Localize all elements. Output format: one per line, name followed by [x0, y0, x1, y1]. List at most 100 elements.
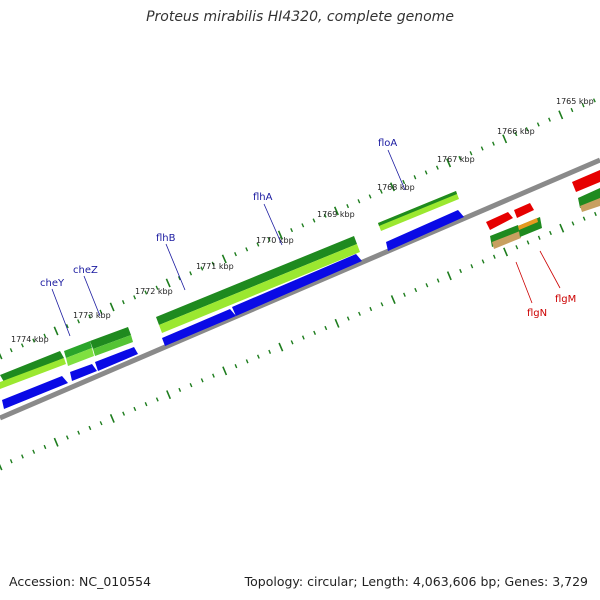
- tick-mark: [380, 302, 384, 307]
- feature-red-2: [514, 203, 534, 218]
- tick-mark: [570, 107, 574, 113]
- tick-mark: [425, 283, 429, 288]
- gene-labels: floA flhA flhB cheZ cheY flgN flgM: [40, 138, 576, 319]
- tick-mark: [369, 306, 373, 312]
- feature-green-1: [0, 351, 64, 382]
- tick-mark: [212, 373, 215, 378]
- tick-mark: [414, 287, 418, 293]
- tick-mark: [379, 189, 383, 194]
- tick-mark: [256, 354, 260, 359]
- feature-red-1: [486, 212, 513, 230]
- tick-mark: [492, 141, 495, 146]
- tick-mark: [133, 406, 137, 412]
- tick-mark: [99, 309, 103, 314]
- feature-flgM-band-orange: [518, 218, 538, 230]
- tick-mark: [144, 290, 148, 295]
- gene-label-flgN: flgN: [527, 308, 547, 319]
- tick-mark: [290, 340, 294, 345]
- tick-mark: [245, 247, 249, 252]
- tick-mark: [0, 464, 3, 471]
- genome-backbone: [0, 157, 600, 421]
- tick-mark: [211, 261, 215, 266]
- tick-mark: [267, 237, 271, 242]
- tick-mark: [165, 278, 171, 288]
- leader-cheZ: [83, 275, 101, 317]
- tick-mark: [88, 314, 92, 319]
- tick-mark: [166, 390, 172, 400]
- tick-mark: [581, 103, 585, 108]
- tick-label-1769: 1769 kbp: [317, 210, 355, 219]
- tick-mark: [43, 444, 47, 450]
- tick-mark: [480, 146, 484, 151]
- tick-mark: [333, 206, 339, 216]
- tick-mark: [189, 383, 193, 388]
- tick-label-1771: 1771 kbp: [196, 262, 234, 271]
- feature-green-3: [90, 327, 131, 349]
- tick-mark: [436, 278, 440, 283]
- outer-green-features: [0, 191, 459, 389]
- tick-mark: [177, 276, 181, 281]
- tick-label-1766: 1766 kbp: [497, 127, 535, 136]
- feature-right-tan: [580, 198, 600, 212]
- tick-mark: [323, 213, 327, 218]
- feature-green-4-light: [159, 244, 360, 333]
- tick-mark: [502, 134, 508, 144]
- tick-mark: [390, 295, 396, 305]
- tick-mark: [65, 324, 69, 329]
- tick-label-1770: 1770 kbp: [256, 236, 294, 245]
- tick-mark: [256, 242, 260, 247]
- tick-mark: [492, 254, 496, 259]
- gene-leader-lines: [51, 149, 561, 337]
- tick-mark: [278, 342, 284, 352]
- tick-mark: [32, 449, 36, 454]
- tick-mark: [592, 98, 596, 103]
- feature-green-1-light: [0, 358, 66, 389]
- tick-mark: [582, 216, 586, 221]
- tick-mark: [403, 292, 406, 297]
- tick-mark: [334, 318, 340, 328]
- gene-label-cheZ: cheZ: [73, 265, 98, 276]
- tick-mark: [301, 223, 305, 228]
- gene-label-floA: floA: [378, 138, 397, 149]
- tick-mark: [458, 155, 462, 161]
- tick-mark: [324, 325, 328, 331]
- feature-blue-3: [95, 347, 138, 371]
- tick-mark: [525, 127, 529, 132]
- tick-mark: [88, 425, 92, 431]
- tick-mark: [245, 359, 249, 364]
- tick-label-1774: 1774 kbp: [11, 335, 49, 344]
- feature-green-3-light: [93, 335, 133, 356]
- tick-mark: [109, 413, 115, 423]
- tick-mark: [503, 247, 509, 257]
- feature-blue-1: [2, 376, 68, 409]
- leader-flhA: [263, 203, 283, 246]
- tick-mark: [594, 211, 597, 217]
- accession-text: Accession: NC_010554: [9, 574, 152, 589]
- tick-mark: [346, 204, 350, 209]
- tick-mark: [571, 221, 575, 226]
- tick-mark: [200, 378, 204, 383]
- tick-mark: [77, 430, 81, 435]
- tick-mark: [144, 402, 148, 407]
- tick-mark: [537, 235, 541, 240]
- tick-mark: [526, 240, 530, 245]
- tick-mark: [402, 179, 406, 185]
- tick-mark: [368, 194, 372, 199]
- tick-mark: [155, 285, 159, 290]
- tick-mark: [189, 271, 193, 276]
- tick-mark: [222, 366, 228, 376]
- tick-mark: [559, 223, 565, 233]
- tick-mark: [469, 151, 473, 156]
- tick-mark: [32, 338, 36, 343]
- tick-mark: [0, 353, 3, 360]
- feature-blue-6: [386, 210, 464, 251]
- feature-flgN-band-light: [492, 231, 521, 249]
- feature-blue-2: [70, 364, 97, 381]
- right-features: [486, 170, 600, 249]
- feature-green-2-light: [66, 348, 94, 366]
- tick-mark: [53, 326, 59, 336]
- tick-mark: [221, 254, 227, 264]
- tick-mark: [346, 316, 350, 321]
- tick-label-1765: 1765 kbp: [556, 97, 594, 106]
